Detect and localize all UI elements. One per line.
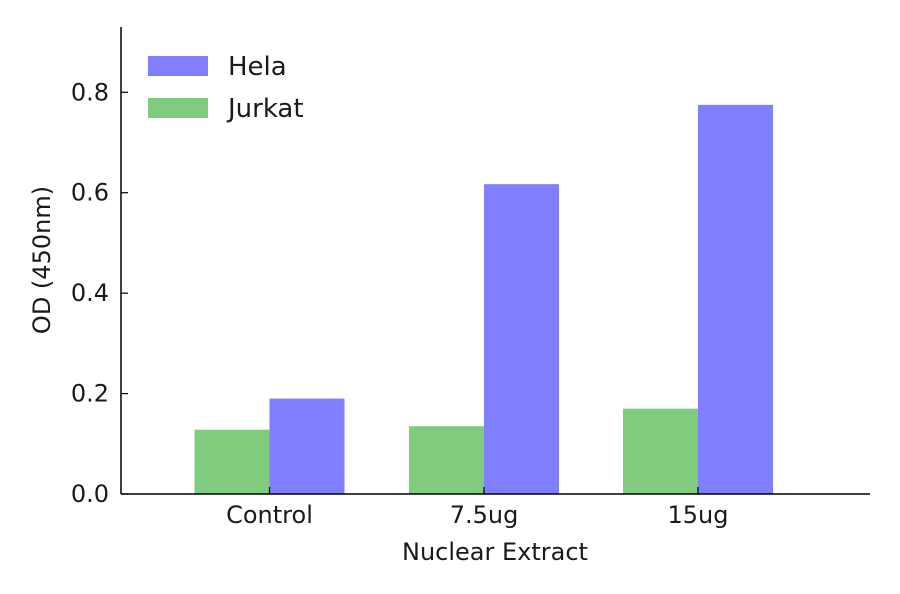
x-axis: Control 7.5ug 15ug bbox=[121, 487, 870, 529]
legend-swatch-jurkat bbox=[148, 98, 208, 118]
bar-hela-75ug bbox=[484, 184, 559, 495]
y-axis-title: OD (450nm) bbox=[28, 186, 56, 334]
x-axis-title: Nuclear Extract bbox=[402, 538, 588, 566]
bar-jurkat-control bbox=[194, 429, 270, 494]
plot-area bbox=[194, 104, 773, 495]
y-tick-label: 0.4 bbox=[71, 279, 109, 307]
x-tick-label: 15ug bbox=[668, 501, 729, 529]
y-tick-label: 0.6 bbox=[71, 179, 109, 207]
bar-hela-control bbox=[269, 398, 345, 494]
bar-jurkat-15ug bbox=[623, 408, 698, 494]
legend: Hela Jurkat bbox=[148, 52, 304, 124]
y-tick-label: 0.2 bbox=[71, 380, 109, 408]
legend-label-hela: Hela bbox=[228, 52, 287, 82]
y-axis: 0.0 0.2 0.4 0.6 0.8 bbox=[71, 27, 128, 508]
bar-hela-15ug bbox=[698, 104, 773, 494]
legend-label-jurkat: Jurkat bbox=[226, 94, 304, 124]
x-tick-label: 7.5ug bbox=[450, 501, 519, 529]
bar-jurkat-75ug bbox=[409, 426, 484, 494]
y-tick-label: 0.0 bbox=[71, 480, 109, 508]
legend-swatch-hela bbox=[148, 56, 208, 76]
y-tick-label: 0.8 bbox=[71, 78, 109, 106]
x-tick-label: Control bbox=[226, 501, 313, 529]
